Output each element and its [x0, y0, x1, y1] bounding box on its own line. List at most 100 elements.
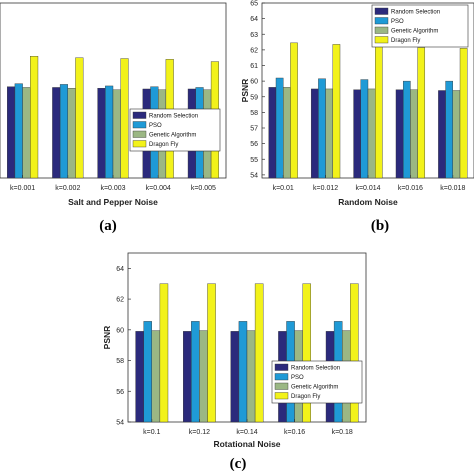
legend-label: PSO [149, 123, 162, 129]
legend-label: Genetic Algorithm [149, 133, 196, 139]
legend-label: Genetic Algorithm [291, 385, 338, 391]
bar-random-selection [7, 86, 16, 179]
y-tick-label: 54 [250, 172, 258, 179]
legend-swatch-dragon-fly [374, 36, 389, 44]
x-tick-label: k=0.1 [143, 429, 160, 436]
legend-swatch-genetic-algorithm [274, 382, 289, 390]
y-axis-label: PSNR [240, 79, 250, 103]
y-axis-label: PSNR [102, 326, 112, 350]
y-tick-label: 56 [116, 389, 124, 396]
bar-random-selection [353, 89, 361, 179]
legend-label: Random Selection [391, 10, 440, 16]
x-tick-label: k=0.014 [355, 185, 380, 192]
legend-swatch-dragon-fly [274, 392, 289, 400]
y-tick-label: 62 [116, 297, 124, 304]
bar-genetic-algorithm [367, 88, 376, 179]
bar-random-selection [183, 331, 192, 423]
x-axis-label: Salt and Pepper Noise [68, 197, 158, 207]
bar-genetic-algorithm [283, 87, 291, 179]
y-tick-label: 59 [250, 94, 258, 101]
bar-random-selection [97, 88, 106, 179]
legend-swatch-pso [132, 121, 147, 129]
legend: Random Selection PSO Genetic Algorithm Drag… [371, 4, 469, 48]
bar-pso [445, 80, 454, 179]
x-tick-label: k=0.001 [10, 185, 35, 192]
bar-genetic-algorithm [452, 90, 461, 179]
legend-swatch-genetic-algorithm [132, 130, 147, 138]
bar-dragon-fly [290, 42, 298, 179]
x-tick-label: k=0.016 [398, 185, 423, 192]
bar-dragon-fly [159, 283, 169, 423]
bar-random-selection [135, 331, 144, 423]
panel-caption: (c) [230, 456, 247, 472]
bar-random-selection [395, 89, 404, 179]
x-tick-label: k=0.12 [189, 429, 210, 436]
bar-random-selection [438, 90, 446, 179]
x-axis-label: Rotational Noise [213, 439, 280, 449]
x-tick-label: k=0.018 [440, 185, 465, 192]
bar-dragon-fly [375, 45, 383, 179]
legend: Random Selection PSO Genetic Algorithm Drag… [271, 360, 363, 404]
bar-dragon-fly [302, 283, 311, 423]
y-tick-label: 64 [250, 16, 258, 23]
x-tick-label: k=0.01 [273, 185, 294, 192]
bar-random-selection [310, 88, 319, 179]
legend-swatch-genetic-algorithm [374, 26, 389, 34]
x-tick-label: k=0.002 [55, 185, 80, 192]
bar-genetic-algorithm [410, 89, 418, 179]
y-tick-label: 55 [250, 157, 258, 164]
bar-genetic-algorithm [151, 330, 161, 423]
bar-random-selection [268, 87, 277, 179]
bar-pso [318, 78, 326, 179]
bar-genetic-algorithm [112, 89, 121, 179]
y-tick-label: 63 [250, 32, 258, 39]
legend-swatch-pso [374, 17, 389, 25]
bar-pso [191, 321, 200, 423]
y-tick-label: 61 [250, 63, 258, 70]
bar-dragon-fly [30, 56, 39, 179]
bar-pso [402, 80, 411, 179]
legend-label: Random Selection [149, 114, 198, 120]
bar-pso [105, 85, 114, 179]
bar-dragon-fly [417, 47, 426, 179]
bar-dragon-fly [75, 57, 84, 179]
chart-panel-a: k=0.001 k=0.002 k=0.003 k=0.004 k=0.005 Salt … [0, 2, 227, 234]
bar-dragon-fly [207, 283, 216, 423]
bar-dragon-fly [350, 283, 359, 423]
x-tick-label: k=0.004 [146, 185, 171, 192]
x-tick-label: k=0.003 [100, 185, 125, 192]
bar-random-selection [230, 331, 240, 423]
y-tick-label: 65 [250, 1, 258, 8]
bar-dragon-fly [332, 44, 341, 179]
legend-label: Genetic Algorithm [391, 29, 438, 35]
legend: Random Selection PSO Genetic Algorithm Drag… [129, 108, 221, 152]
legend-label: PSO [291, 375, 304, 381]
y-tick-label: 54 [116, 420, 124, 427]
bar-genetic-algorithm [22, 87, 31, 179]
y-tick-label: 64 [116, 266, 124, 273]
legend-swatch-random-selection [274, 363, 289, 371]
legend-label: PSO [391, 19, 404, 25]
legend-label: Random Selection [291, 366, 340, 372]
y-tick-label: 58 [116, 358, 124, 365]
legend-swatch-pso [274, 373, 289, 381]
bar-pso [14, 83, 23, 179]
bar-dragon-fly [254, 283, 264, 423]
x-tick-label: k=0.012 [313, 185, 338, 192]
x-axis-label: Random Noise [338, 197, 398, 207]
y-tick-label: 57 [250, 126, 258, 133]
legend-label: Dragon Fly [149, 142, 178, 148]
y-tick-label: 60 [250, 79, 258, 86]
x-tick-label: k=0.005 [191, 185, 216, 192]
x-tick-label: k=0.14 [236, 429, 257, 436]
chart-panel-b: 54 55 56 57 58 59 60 61 62 63 64 65 PSNR k=0.01 k=0.01… [240, 1, 474, 234]
legend-swatch-random-selection [132, 111, 147, 119]
bar-pso [275, 77, 284, 179]
bar-pso [360, 79, 369, 179]
legend-label: Dragon Fly [391, 38, 420, 44]
y-tick-label: 60 [116, 327, 124, 334]
legend-label: Dragon Fly [291, 394, 320, 400]
legend-swatch-dragon-fly [132, 140, 147, 148]
y-tick-label: 62 [250, 47, 258, 54]
